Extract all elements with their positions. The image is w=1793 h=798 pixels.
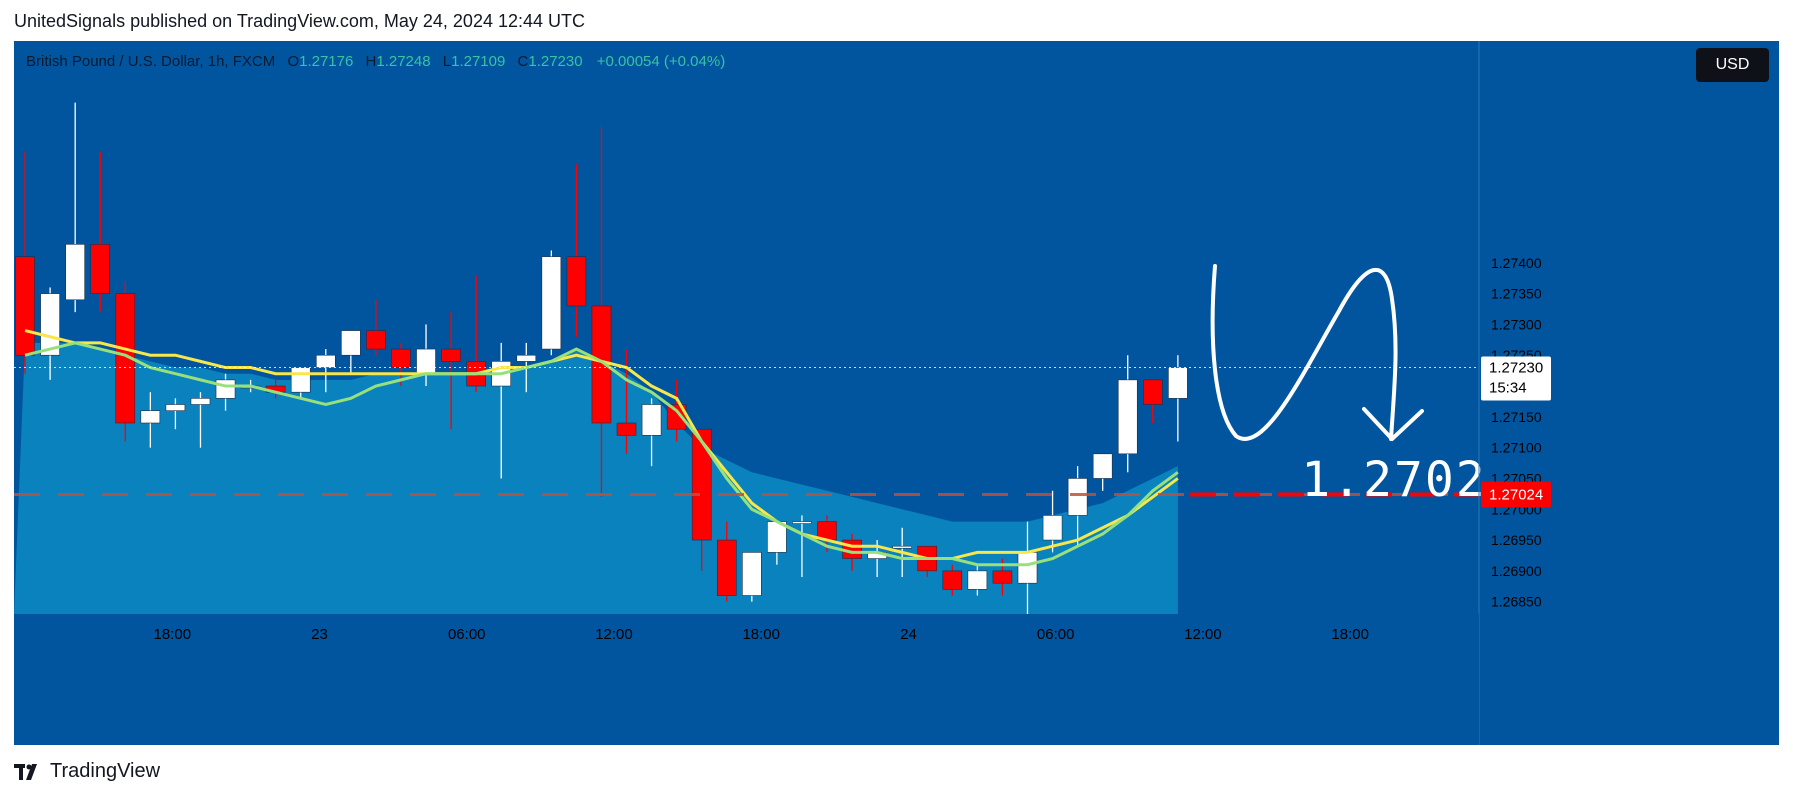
high-value: 1.27248 (376, 53, 431, 70)
candle-body (541, 256, 562, 350)
high-label: H (365, 53, 377, 70)
low-label: L (442, 53, 452, 70)
price-axis-tick-label: 1.27300 (1491, 316, 1542, 332)
axis-layer: 1.274001.273501.273001.272501.272001.271… (14, 41, 1551, 745)
candle-body (792, 521, 812, 524)
open-label: O (287, 53, 300, 70)
area-layer (14, 342, 1178, 614)
time-axis-tick-label: 12:00 (595, 626, 633, 643)
projection-arrow-head (1362, 407, 1424, 441)
time-axis-tick-label: 24 (900, 626, 917, 643)
time-axis-tick-label: 06:00 (448, 626, 486, 643)
price-axis-tick-label: 1.26950 (1491, 532, 1542, 548)
level-price-badge (1481, 481, 1551, 508)
candle-body (892, 545, 912, 549)
candle-body (140, 410, 161, 424)
candle-body (742, 552, 762, 596)
candle-body (691, 428, 712, 541)
time-axis-tick-label: 18:00 (742, 626, 780, 643)
moving-average-fast (24, 341, 1179, 567)
candle-body (1042, 515, 1063, 541)
current-price-countdown: 15:34 (1489, 380, 1527, 397)
change-value: +0.00054 (+0.04%) (596, 53, 726, 70)
candle-body (942, 570, 963, 590)
candle-body (992, 570, 1013, 584)
time-axis-tick-label: 23 (311, 626, 328, 643)
candle-body (1143, 379, 1163, 405)
time-axis-tick-label: 06:00 (1037, 626, 1075, 643)
time-axis-tick-label: 18:00 (1331, 626, 1369, 643)
candle-body (441, 348, 461, 362)
time-axis-background (14, 614, 1479, 745)
candle-body (416, 348, 436, 375)
price-axis-tick-label: 1.26850 (1491, 594, 1542, 610)
candle-body (341, 330, 361, 356)
target-price-annotation: 1.2702 (1301, 452, 1486, 508)
candle-body (90, 244, 111, 294)
publish-header: UnitedSignals published on TradingView.c… (14, 11, 586, 31)
tradingview-logo-icon (14, 763, 37, 780)
candle-body (215, 379, 236, 399)
price-axis-tick-label: 1.27100 (1491, 440, 1542, 456)
candle-body (40, 293, 60, 356)
candle-body (566, 256, 587, 307)
shaded-area (14, 342, 1178, 614)
candle-body (290, 367, 311, 393)
candle-body (516, 354, 537, 362)
price-axis-tick-label: 1.26900 (1491, 563, 1542, 579)
tradingview-brand: TradingView (50, 760, 161, 782)
candle-body (641, 404, 662, 436)
price-axis-tick-label: 1.27350 (1491, 286, 1542, 302)
candle-body (616, 422, 637, 436)
current-price-value: 1.27230 (1489, 360, 1543, 377)
currency-button[interactable]: USD (1696, 48, 1769, 82)
chart-area[interactable]: 1.2702 1.274001.273501.273001.272501.272… (14, 41, 1779, 745)
candle-body (391, 348, 411, 368)
candle-body (716, 539, 737, 596)
candle-body (15, 256, 35, 356)
symbol-name: British Pound / U.S. Dollar, 1h, FXCM (26, 53, 276, 70)
close-value: 1.27230 (528, 53, 583, 70)
overlay-layer: 1.2702 (14, 264, 1486, 508)
tradingview-footer: TradingView (14, 760, 160, 783)
candle-body (1168, 367, 1188, 399)
candle-body (967, 570, 988, 590)
time-axis-tick-label: 18:00 (154, 626, 192, 643)
time-axis-tick-label: 12:00 (1184, 626, 1222, 643)
candle-body (366, 330, 386, 350)
close-label: C (517, 53, 529, 70)
candle-body (315, 354, 336, 368)
candle-body (65, 244, 85, 301)
low-value: 1.27109 (451, 53, 506, 70)
body-layer (15, 244, 1188, 596)
candle-body (190, 398, 211, 405)
price-axis-tick-label: 1.27400 (1491, 255, 1542, 271)
symbol-legend: British Pound / U.S. Dollar, 1h, FXCM O1… (26, 53, 725, 70)
candle-body (165, 404, 186, 411)
candle-body (1017, 552, 1038, 584)
candle-body (1067, 478, 1088, 516)
current-price-badge (1481, 356, 1551, 401)
candle-body (1092, 453, 1113, 479)
projection-arrow-path (1210, 264, 1398, 441)
price-axis-tick-label: 1.27150 (1491, 409, 1542, 425)
open-value: 1.27176 (299, 53, 354, 70)
level-price-value: 1.27024 (1489, 486, 1543, 503)
ma-layer (24, 329, 1179, 567)
price-chart[interactable]: 1.2702 1.274001.273501.273001.272501.272… (14, 41, 1779, 745)
candle-body (1117, 379, 1138, 455)
